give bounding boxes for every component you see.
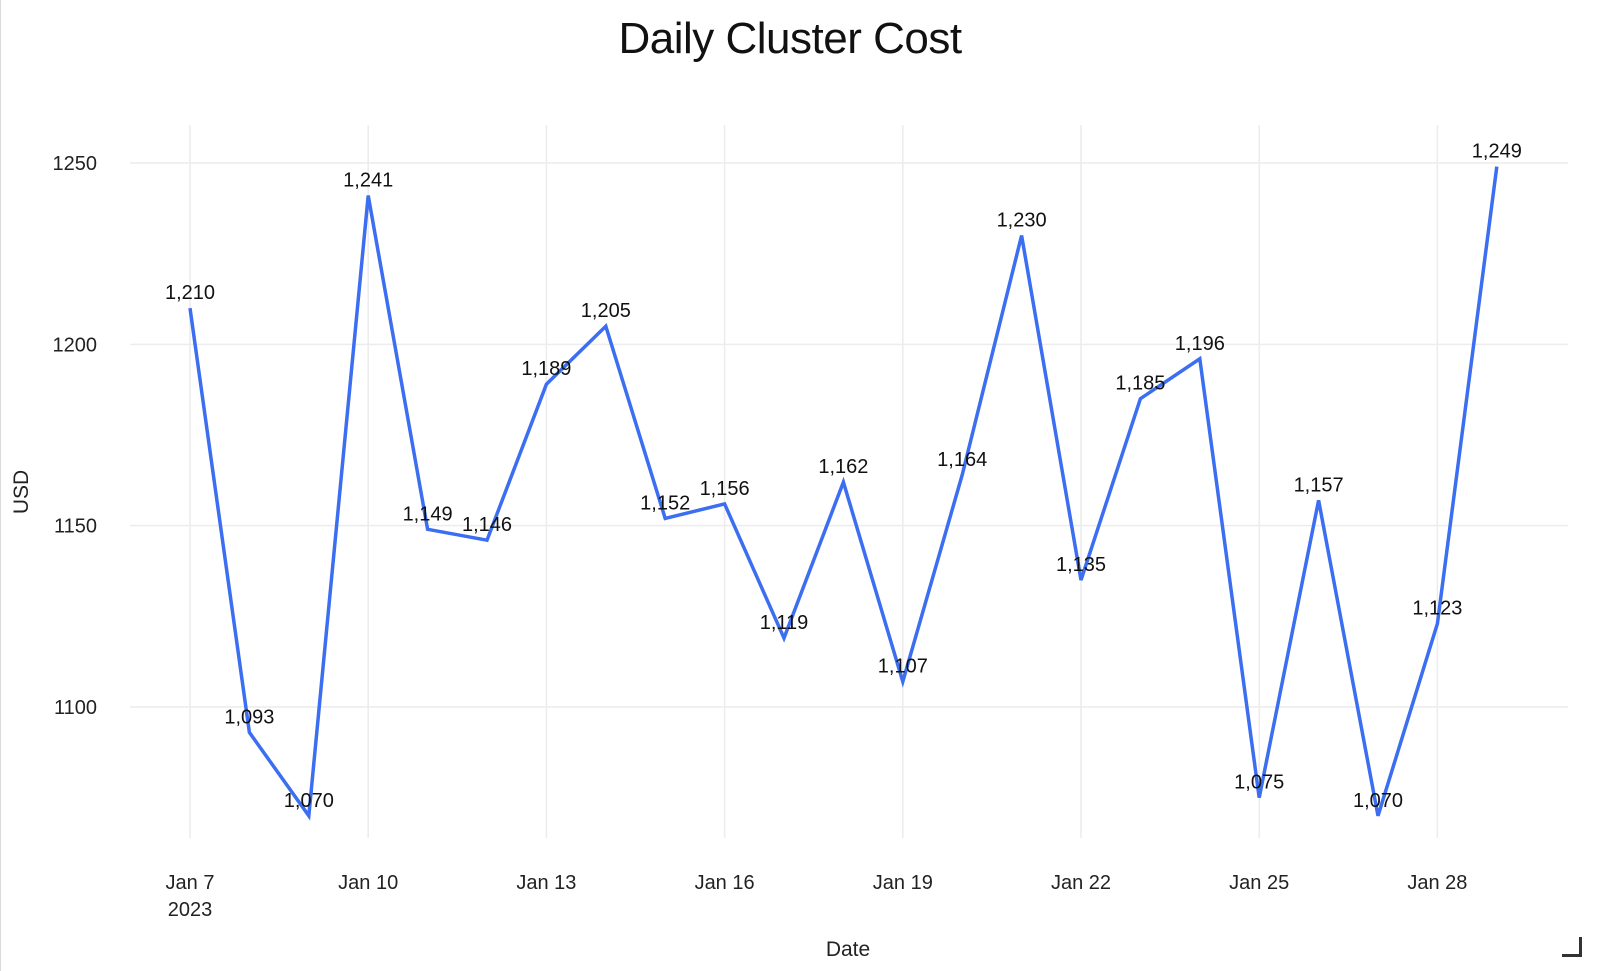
x-tick-label: Jan 22 xyxy=(1051,872,1111,894)
series-line xyxy=(188,166,1499,821)
data-label: 1,156 xyxy=(700,478,750,500)
data-label: 1,241 xyxy=(343,170,393,192)
data-label: 1,196 xyxy=(1175,333,1225,355)
chart-title: Daily Cluster Cost xyxy=(618,14,962,63)
x-tick-label: Jan 16 xyxy=(695,872,755,894)
data-label: 1,123 xyxy=(1412,598,1462,620)
data-label: 1,162 xyxy=(818,456,868,478)
data-label: 1,149 xyxy=(403,503,453,525)
x-axis-ticks: Jan 7 2023 Jan 10 Jan 13 Jan 16 Jan 19 Jan 22 J… xyxy=(166,872,1468,921)
y-tick-label: 1250 xyxy=(53,153,98,175)
data-labels: 1,210 1,093 1,070 1,241 1,149 1,146 1,189 1,205… xyxy=(165,141,1522,812)
data-label: 1,249 xyxy=(1472,141,1522,163)
x-tick-label: Jan 13 xyxy=(516,872,576,894)
data-label: 1,157 xyxy=(1294,474,1344,496)
x-tick-label: Jan 7 xyxy=(166,872,215,894)
y-axis-ticks: 1100 1150 1200 1250 xyxy=(53,153,98,719)
data-label: 1,107 xyxy=(878,656,928,678)
data-label: 1,135 xyxy=(1056,554,1106,576)
x-tick-label: Jan 19 xyxy=(873,872,933,894)
y-tick-label: 1150 xyxy=(54,516,97,538)
data-label: 1,152 xyxy=(640,492,690,514)
x-tick-label: Jan 28 xyxy=(1407,872,1467,894)
x-tick-label: Jan 10 xyxy=(338,872,398,894)
resize-handle[interactable] xyxy=(1562,937,1582,957)
data-label: 1,119 xyxy=(760,612,809,634)
data-label: 1,146 xyxy=(462,514,512,536)
x-axis-title: Date xyxy=(826,938,870,961)
data-label: 1,230 xyxy=(997,210,1047,232)
data-label: 1,075 xyxy=(1234,772,1284,794)
grid-lines xyxy=(130,125,1568,838)
data-label: 1,093 xyxy=(224,706,274,728)
data-label: 1,210 xyxy=(165,282,215,304)
y-tick-label: 1100 xyxy=(54,697,97,719)
data-label: 1,070 xyxy=(284,790,334,812)
series-line-layer xyxy=(188,166,1499,821)
y-axis-title: USD xyxy=(10,470,33,514)
y-tick-label: 1200 xyxy=(53,334,98,356)
data-label: 1,189 xyxy=(521,358,571,380)
data-label: 1,164 xyxy=(937,449,987,471)
data-label: 1,185 xyxy=(1115,373,1165,395)
x-tick-sublabel: 2023 xyxy=(168,899,213,921)
data-label: 1,070 xyxy=(1353,790,1403,812)
data-label: 1,205 xyxy=(581,300,631,322)
x-tick-label: Jan 25 xyxy=(1229,872,1289,894)
